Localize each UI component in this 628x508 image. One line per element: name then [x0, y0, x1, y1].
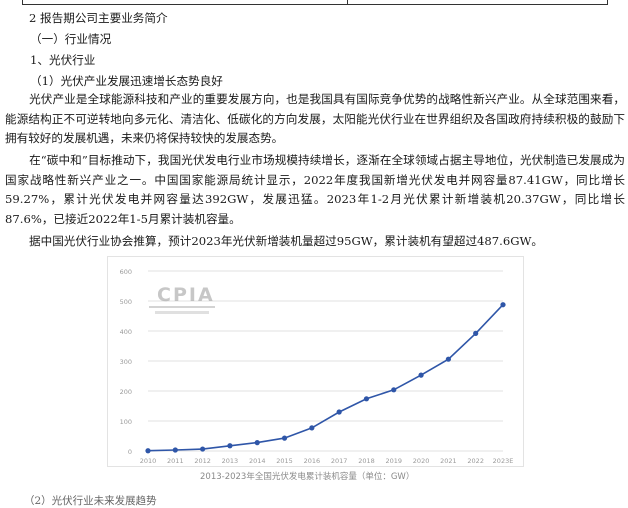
data-point	[363, 396, 370, 402]
next-section-heading: （2）光伏行业未来发展趋势	[24, 495, 157, 507]
y-tick-label: 0	[128, 448, 132, 456]
x-tick-label: 2018	[358, 457, 375, 465]
data-point	[200, 446, 206, 452]
data-point	[418, 372, 424, 378]
x-tick-label: 2017	[331, 457, 348, 465]
table-bottom-border	[22, 0, 608, 5]
data-point	[500, 302, 506, 308]
data-point	[172, 447, 178, 453]
data-point	[254, 440, 260, 446]
cpia-logo-text: CPIA	[157, 284, 215, 306]
paragraph-2: 在“碳中和”目标推动下，我国光伏发电行业市场规模持续增长，逐渐在全球领域占据主导…	[5, 153, 625, 226]
data-point	[227, 443, 233, 449]
subsection-pv-growth: （1）光伏产业发展迅速增长态势良好	[30, 74, 223, 88]
subsection-industry: （一）行业情况	[30, 32, 112, 46]
y-tick-label: 300	[120, 358, 132, 366]
y-tick-label: 200	[120, 388, 132, 396]
data-point	[281, 435, 288, 441]
section-heading: 2 报告期公司主要业务简介	[29, 11, 168, 25]
chart-container: 0 100 200 300 400 500 600 2010 2011 2012 2013 2014 2…	[107, 256, 524, 467]
x-tick-label: 2023E	[493, 457, 514, 465]
x-tick-label: 2019	[385, 457, 402, 465]
x-tick-label: 2016	[304, 457, 321, 465]
cpia-logo: CPIA	[149, 284, 219, 324]
line-chart: 0 100 200 300 400 500 600 2010 2011 2012 2013 2014 2…	[120, 268, 514, 465]
data-point	[309, 425, 315, 431]
x-tick-label: 2011	[167, 457, 184, 465]
data-point	[445, 356, 451, 362]
data-point	[145, 448, 151, 454]
x-tick-label: 2022	[467, 457, 484, 465]
y-tick-label: 600	[120, 268, 132, 276]
data-point	[391, 387, 397, 393]
y-tick-label: 500	[120, 298, 132, 306]
x-tick-label: 2020	[413, 457, 430, 465]
data-point	[336, 409, 342, 415]
paragraph-3: 据中国光伏行业协会推算，预计2023年光伏新增装机量超过95GW，累计装机有望超…	[29, 234, 543, 248]
paragraph-1: 光伏产业是全球能源科技和产业的重要发展方向，也是我国具有国际竞争优势的战略性新兴…	[5, 92, 625, 145]
x-tick-label: 2014	[249, 457, 266, 465]
x-tick-label: 2012	[194, 457, 211, 465]
series-line	[147, 304, 504, 452]
chart-caption: 2013-2023年全国光伏发电累计装机容量（单位：GW）	[200, 472, 415, 482]
subsection-pv: 1、光伏行业	[30, 53, 96, 67]
x-tick-label: 2010	[140, 457, 157, 465]
x-tick-label: 2021	[440, 457, 457, 465]
data-point	[473, 330, 479, 336]
y-tick-label: 100	[120, 418, 132, 426]
y-tick-label: 400	[120, 328, 132, 336]
x-tick-label: 2013	[222, 457, 239, 465]
x-tick-label: 2015	[276, 457, 293, 465]
